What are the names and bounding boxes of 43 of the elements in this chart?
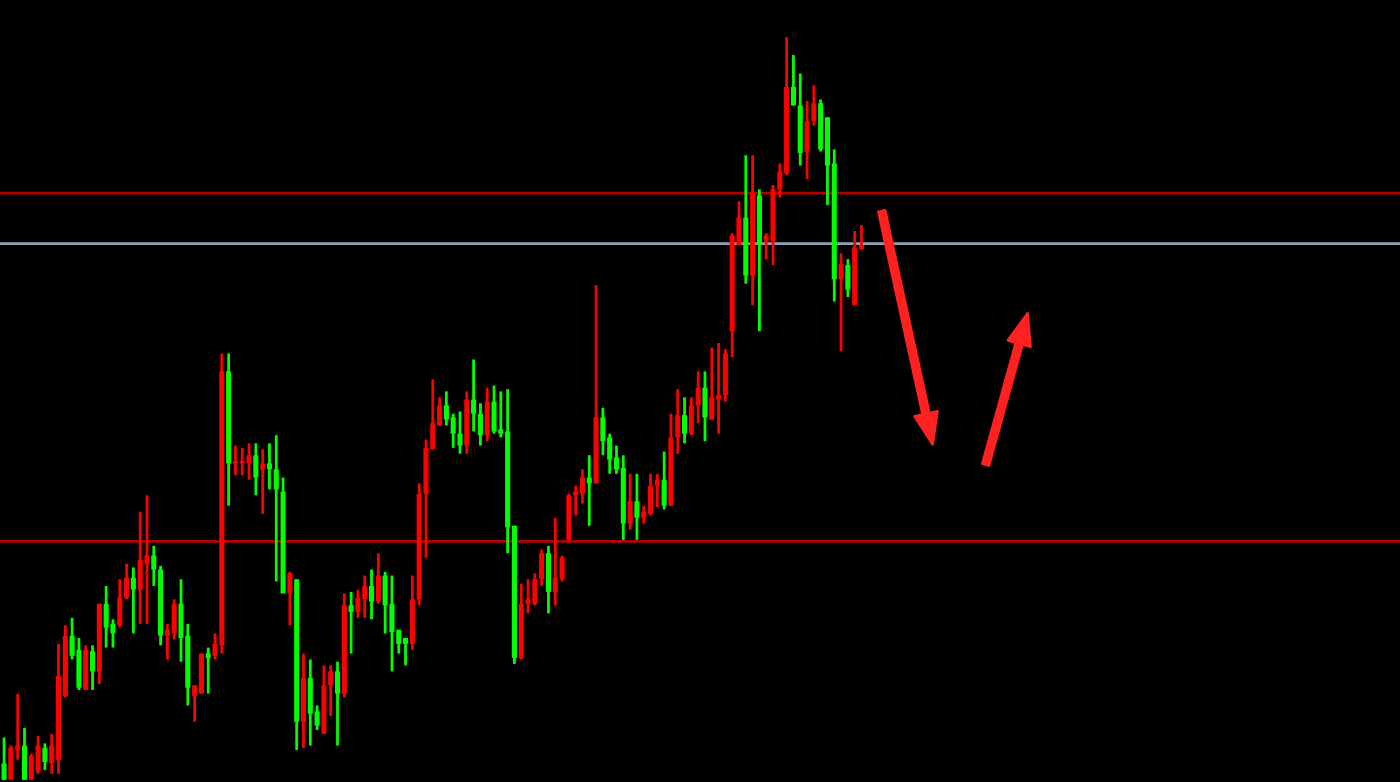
candlestick	[797, 72, 803, 167]
candlestick	[260, 447, 266, 516]
candlestick	[42, 741, 48, 772]
candlestick	[21, 726, 28, 782]
candlestick	[403, 636, 409, 667]
candlestick	[232, 444, 238, 477]
candlestick	[348, 590, 354, 655]
candlestick	[545, 544, 552, 615]
candlestick	[287, 570, 293, 627]
candlestick	[464, 389, 470, 456]
candlestick	[334, 660, 341, 747]
candlestick	[103, 584, 109, 649]
candlestick	[307, 658, 313, 747]
candlestick	[491, 384, 497, 436]
candlestick	[654, 472, 660, 509]
candlestick	[300, 652, 307, 750]
candlestick	[368, 568, 375, 621]
candlestick	[253, 441, 259, 497]
candlestick	[144, 493, 150, 626]
candlestick	[83, 643, 89, 692]
candlestick	[838, 251, 844, 353]
candlestick	[375, 551, 381, 606]
candlestick	[702, 369, 708, 443]
candlestick	[661, 450, 667, 511]
candlestick	[484, 386, 490, 443]
candlestick	[627, 472, 633, 531]
candlestick	[552, 516, 558, 607]
candlestick	[130, 565, 136, 635]
candlestick	[35, 734, 41, 776]
candlestick	[1, 736, 7, 782]
candlestick	[457, 410, 463, 456]
candlestick	[362, 574, 368, 620]
candlestick	[845, 257, 851, 299]
candlestick	[239, 446, 245, 477]
candlestick	[198, 652, 204, 696]
candlestick	[389, 574, 395, 673]
candlestick	[634, 472, 640, 542]
candlestick	[246, 441, 252, 482]
candlestick	[89, 643, 96, 692]
candlestick	[682, 395, 688, 445]
candlestick	[716, 341, 722, 436]
candlestick	[566, 492, 572, 543]
candlestick	[647, 472, 654, 517]
